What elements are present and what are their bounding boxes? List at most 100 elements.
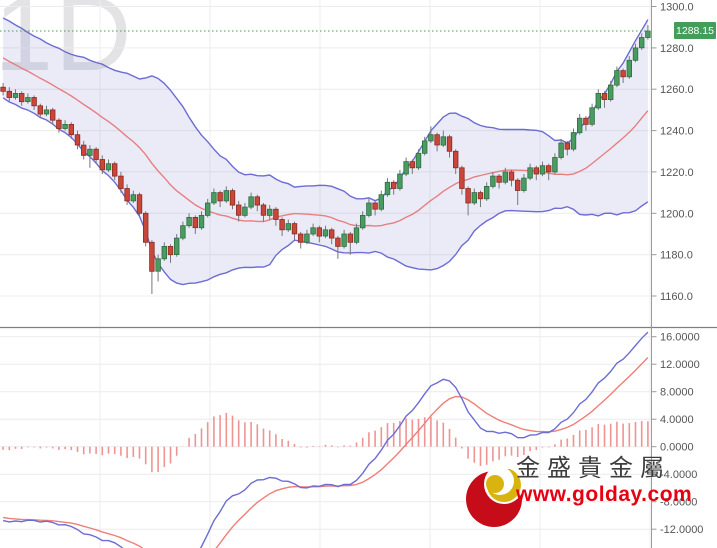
price-tick-label: 1220.0	[660, 167, 694, 179]
candle	[310, 227, 316, 235]
price-tick-label: 1280.0	[660, 43, 694, 55]
candle	[161, 245, 167, 260]
candle	[31, 97, 37, 107]
candle	[539, 165, 546, 175]
candle	[93, 148, 99, 160]
candle	[217, 192, 223, 202]
candle	[223, 190, 229, 202]
price-tick-label: 1160.0	[660, 291, 693, 303]
macd-tick-label: 16.0000	[660, 332, 700, 344]
candle	[248, 196, 254, 208]
macd-dif-line	[2, 331, 649, 548]
candle	[105, 163, 112, 171]
candle	[496, 175, 502, 183]
candle	[620, 70, 626, 78]
candle	[279, 219, 285, 231]
candle	[155, 258, 161, 272]
candle	[74, 134, 81, 146]
timeframe-watermark: 1D	[0, 0, 134, 93]
candle	[632, 47, 639, 61]
candle	[583, 117, 589, 125]
price-tick-label: 1180.0	[660, 250, 693, 262]
candle	[266, 208, 273, 216]
candle	[527, 167, 533, 179]
candle	[328, 229, 335, 239]
price-tick-label: 1200.0	[660, 208, 694, 220]
candle	[359, 214, 366, 229]
candle	[62, 124, 68, 129]
candle	[130, 194, 136, 202]
macd-pane	[2, 331, 649, 548]
candle	[273, 208, 279, 220]
candle	[87, 148, 93, 156]
candle	[6, 90, 12, 98]
candlesticks	[0, 25, 651, 294]
candle	[235, 204, 242, 216]
macd-tick-label: -8.0000	[660, 497, 697, 509]
candle	[465, 188, 471, 204]
candle	[608, 84, 614, 100]
price-axis[interactable]: 1300.0 1280.0 1260.0 1240.0 1220.0 1200.0 1180…	[651, 0, 704, 548]
candle	[180, 225, 186, 239]
candle	[533, 167, 539, 175]
macd-tick-label: 4.0000	[660, 414, 694, 426]
brand-logo: 金盛貴金屬 www.golday.com	[462, 455, 712, 545]
candle	[477, 192, 484, 200]
candle	[589, 107, 595, 125]
candle	[397, 173, 403, 189]
candle	[483, 185, 490, 200]
macd-tick-label: -12.0000	[660, 524, 703, 536]
candle	[316, 227, 322, 237]
macd-tick-label: 8.0000	[660, 387, 694, 399]
candle	[341, 233, 347, 247]
candle	[37, 105, 43, 115]
candle	[18, 93, 25, 103]
candle	[434, 134, 440, 146]
candle	[415, 152, 422, 169]
candle	[211, 192, 217, 204]
website-url: www.golday.com	[516, 483, 693, 506]
candle	[260, 204, 267, 216]
candle	[421, 140, 428, 154]
candle	[626, 59, 632, 78]
candle	[428, 134, 434, 142]
macd-histogram	[2, 412, 649, 473]
candle	[595, 93, 601, 109]
candle	[68, 124, 74, 136]
company-name: 金盛貴金屬	[516, 454, 671, 482]
candle	[118, 175, 124, 189]
candle	[50, 109, 56, 121]
candle	[353, 227, 360, 243]
candle	[639, 37, 645, 49]
bollinger-upper-line	[2, 17, 649, 202]
candle	[558, 142, 564, 158]
candle	[297, 233, 304, 243]
candle	[99, 159, 105, 171]
candle	[459, 167, 465, 189]
candle	[242, 206, 248, 216]
last-price-badge: 1288.15	[674, 22, 716, 39]
candle	[452, 150, 459, 169]
candle	[521, 177, 527, 191]
candle	[614, 70, 620, 86]
price-pane	[0, 17, 651, 294]
candle	[440, 136, 446, 146]
macd-signal-line	[2, 357, 649, 548]
candle	[347, 233, 353, 243]
candle	[81, 144, 87, 156]
candle	[471, 192, 477, 204]
price-tick-label: 1240.0	[660, 126, 694, 138]
candle	[409, 161, 415, 169]
candle	[25, 97, 31, 102]
candle	[229, 190, 236, 206]
macd-tick-label: 12.0000	[660, 359, 700, 371]
candle	[552, 157, 558, 173]
candle	[142, 212, 149, 243]
candle	[570, 132, 577, 150]
candle	[546, 165, 552, 173]
bollinger-lower-line	[2, 97, 649, 286]
macd-tick-label: 0.0000	[660, 442, 694, 454]
candle	[515, 179, 521, 191]
candle	[198, 214, 205, 229]
